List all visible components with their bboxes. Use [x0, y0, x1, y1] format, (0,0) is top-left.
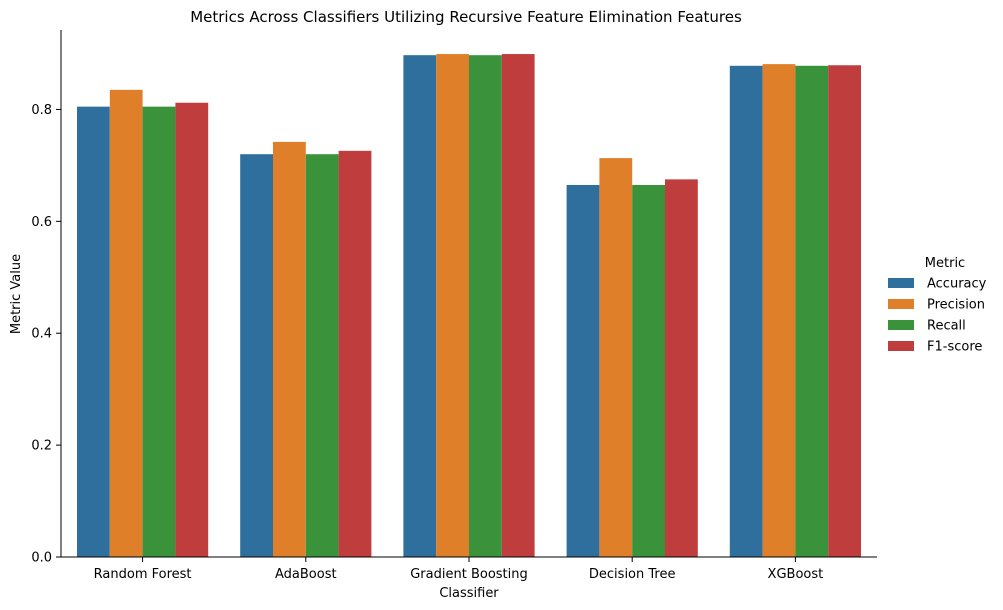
- x-axis-label: Classifier: [439, 586, 499, 601]
- x-tick-label: Gradient Boosting: [410, 567, 528, 582]
- bar-accuracy-xgboost: [729, 65, 763, 558]
- bar-f1-score-decision-tree: [665, 179, 698, 557]
- y-tick-label: 0.8: [31, 103, 52, 118]
- x-tick-label: Random Forest: [94, 567, 192, 582]
- bars-group: [77, 54, 861, 558]
- y-ticks-group: 0.0 0.2 0.4 0.6 0.8: [31, 103, 61, 566]
- bar-recall-gradient-boosting: [469, 55, 502, 558]
- bar-precision-decision-tree: [599, 158, 633, 558]
- bar-recall-xgboost: [795, 65, 829, 558]
- bar-recall-decision-tree: [632, 184, 665, 557]
- legend-swatch-f1-score: [888, 341, 914, 351]
- bar-accuracy-random-forest: [77, 106, 110, 557]
- bar-precision-xgboost: [762, 64, 796, 557]
- legend-swatch-recall: [888, 320, 914, 330]
- bar-f1-score-xgboost: [828, 65, 861, 557]
- legend-swatch-precision: [888, 299, 914, 309]
- legend-label-accuracy: Accuracy: [927, 277, 987, 292]
- y-tick-label: 0.6: [31, 215, 52, 230]
- bar-accuracy-gradient-boosting: [403, 55, 437, 558]
- bar-accuracy-decision-tree: [566, 184, 600, 557]
- legend-label-precision: Precision: [927, 298, 985, 313]
- bar-f1-score-adaboost: [338, 150, 372, 557]
- legend: Metric Accuracy Precision Recall F1-score: [888, 256, 987, 355]
- x-tick-label: AdaBoost: [275, 567, 337, 582]
- bar-recall-adaboost: [305, 154, 339, 557]
- bar-precision-gradient-boosting: [436, 54, 469, 558]
- bar-f1-score-random-forest: [175, 102, 209, 557]
- x-ticks-group: Random Forest AdaBoost Gradient Boosting De…: [94, 557, 824, 582]
- y-tick-label: 0.4: [31, 327, 52, 342]
- chart-title: Metrics Across Classifiers Utilizing Rec…: [190, 8, 742, 26]
- legend-label-recall: Recall: [927, 319, 966, 334]
- legend-label-f1-score: F1-score: [927, 340, 982, 355]
- bar-precision-adaboost: [273, 141, 306, 557]
- legend-title: Metric: [925, 256, 965, 271]
- x-tick-label: XGBoost: [768, 567, 824, 582]
- y-axis-label: Metric Value: [9, 254, 24, 334]
- x-tick-label: Decision Tree: [589, 567, 676, 582]
- legend-swatch-accuracy: [888, 278, 914, 288]
- bar-recall-random-forest: [142, 106, 176, 557]
- y-tick-label: 0.0: [31, 551, 52, 566]
- y-tick-label: 0.2: [31, 439, 52, 454]
- bar-accuracy-adaboost: [240, 154, 273, 557]
- bar-f1-score-gradient-boosting: [501, 54, 535, 558]
- bar-precision-random-forest: [109, 89, 143, 558]
